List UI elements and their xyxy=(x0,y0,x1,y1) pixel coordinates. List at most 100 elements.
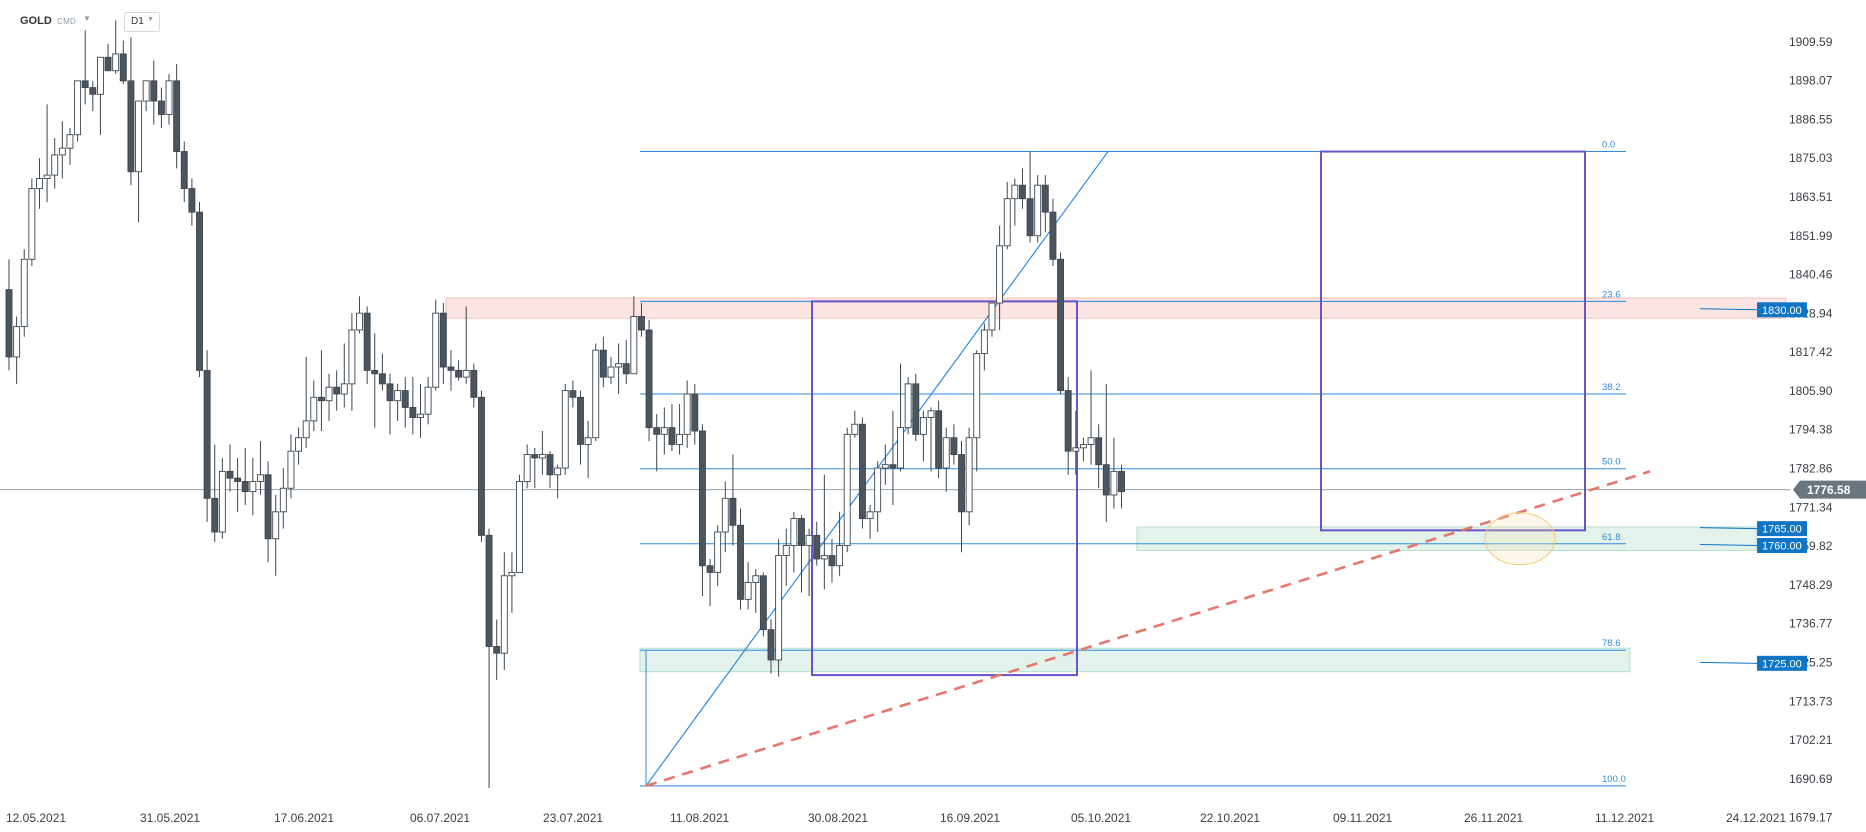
candle xyxy=(889,410,897,506)
candle xyxy=(874,461,882,533)
candle-body xyxy=(645,329,653,429)
candle-body xyxy=(775,555,783,661)
candle-body xyxy=(721,497,729,533)
candle-body xyxy=(150,80,158,102)
candle xyxy=(211,444,219,543)
candle xyxy=(58,121,66,179)
current-price-badge-shape xyxy=(1793,480,1866,499)
price-level-badge: 1765.00 xyxy=(1699,521,1807,537)
candle-body xyxy=(538,454,546,459)
price-axis[interactable]: 1909.59 1898.07 1886.55 1875.03 1863.51 1851.… xyxy=(1789,35,1833,825)
candle-body xyxy=(1095,437,1103,466)
candle-body xyxy=(919,417,927,435)
candle xyxy=(858,417,866,529)
fib-level-label: 0.0 xyxy=(1602,140,1615,151)
candles-layer xyxy=(5,20,1125,788)
fibonacci-retracement[interactable]: 0.0 23.6 38.2 50.0 61.8 78.6 100.0 xyxy=(640,140,1626,787)
candle-body xyxy=(89,87,97,95)
fib-level-label: 50.0 xyxy=(1602,457,1621,468)
candle-body xyxy=(112,53,120,72)
candle-body xyxy=(881,464,889,469)
badge-box xyxy=(1757,655,1807,671)
candle-body xyxy=(866,511,874,519)
candle-body xyxy=(554,467,562,476)
candle-body xyxy=(965,437,973,513)
candle xyxy=(782,528,790,586)
candle-body xyxy=(874,467,882,513)
date-tick-label: 11.08.2021 xyxy=(670,811,729,825)
candle-body xyxy=(950,437,958,456)
time-axis[interactable]: 12.05.2021 31.05.2021 17.06.2021 06.07.2021… xyxy=(6,811,1786,825)
candle xyxy=(104,43,112,72)
candle xyxy=(36,158,43,209)
candle xyxy=(1003,181,1011,250)
candle-body xyxy=(1019,184,1026,200)
candle xyxy=(706,558,714,607)
candle xyxy=(188,178,196,226)
candle-body xyxy=(668,427,676,445)
zone-support-1725 xyxy=(639,647,1631,673)
candle xyxy=(599,336,607,388)
candle xyxy=(1095,424,1103,489)
date-tick-label: 11.12.2021 xyxy=(1595,811,1654,825)
price-tick-label: 1875.03 xyxy=(1789,151,1833,165)
timeframe-selector[interactable]: D1 ▼ xyxy=(124,12,160,32)
candle-body xyxy=(676,433,684,445)
candle-body xyxy=(851,423,859,435)
candle-body xyxy=(615,363,623,368)
date-tick-label: 24.12.2021 xyxy=(1726,811,1786,825)
candle-body xyxy=(744,582,752,600)
candle xyxy=(348,313,356,411)
zones-layer xyxy=(0,297,1790,673)
candle xyxy=(973,350,981,472)
badge-connector xyxy=(1699,543,1758,546)
candle xyxy=(462,306,470,384)
candle-body xyxy=(836,545,844,567)
candle xyxy=(698,424,706,596)
date-tick-label: 09.11.2021 xyxy=(1333,811,1392,825)
candle-body xyxy=(729,497,737,526)
rectangle-drawings[interactable] xyxy=(811,150,1586,677)
candle xyxy=(409,377,417,435)
candle xyxy=(180,141,188,203)
candle-body xyxy=(996,245,1004,304)
candle-body xyxy=(188,188,196,213)
candle xyxy=(965,427,973,526)
candle xyxy=(417,383,424,438)
candle xyxy=(516,474,523,573)
symbol-dropdown-chevron-icon[interactable]: ▼ xyxy=(83,14,91,23)
candle-body xyxy=(516,481,523,573)
candle-body xyxy=(935,410,943,469)
chevron-down-icon: ▼ xyxy=(147,16,154,23)
candle xyxy=(729,454,737,546)
trend-lines[interactable] xyxy=(645,470,1651,788)
candle-body xyxy=(378,373,386,385)
candle-body xyxy=(317,396,325,402)
badge-box xyxy=(1757,537,1807,553)
price-tick-label: 1898.07 xyxy=(1789,74,1833,88)
candle xyxy=(577,390,584,465)
candle xyxy=(752,569,760,613)
candle-body xyxy=(142,80,150,102)
candle-body xyxy=(691,393,699,432)
current-price-label: 1776.58 xyxy=(1807,483,1851,497)
candle-body xyxy=(1041,184,1049,213)
candle-body xyxy=(66,134,74,149)
candle-body xyxy=(828,555,836,567)
candle-body xyxy=(424,386,432,415)
symbol-label[interactable]: GOLD xyxy=(20,15,52,27)
candle xyxy=(28,178,36,267)
candle-body xyxy=(439,312,447,368)
price-tick-label: 1794.38 xyxy=(1789,423,1833,437)
candle xyxy=(744,562,752,610)
candle-body xyxy=(5,289,13,358)
candle-body xyxy=(782,545,790,557)
candle xyxy=(81,30,89,105)
candle-body xyxy=(264,474,272,540)
candle xyxy=(935,400,943,479)
instrument-type-label[interactable]: CMD xyxy=(57,17,77,26)
candle xyxy=(96,56,104,135)
candle xyxy=(1064,377,1072,475)
candle-body xyxy=(973,353,981,439)
